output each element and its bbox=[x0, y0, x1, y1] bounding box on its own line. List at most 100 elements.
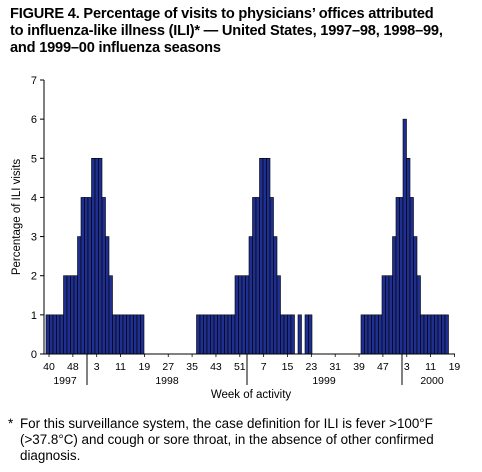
bar bbox=[49, 314, 54, 355]
bar bbox=[105, 236, 110, 355]
bar bbox=[444, 314, 449, 355]
bar bbox=[395, 197, 400, 355]
x-tick-label: 39 bbox=[353, 361, 365, 373]
bar bbox=[360, 314, 365, 355]
bar bbox=[367, 314, 372, 355]
bar bbox=[262, 157, 267, 355]
bar bbox=[283, 314, 288, 355]
bar bbox=[241, 275, 246, 355]
bar bbox=[203, 314, 208, 355]
bar bbox=[308, 314, 313, 355]
bar bbox=[129, 314, 134, 355]
footnote: * For this surveillance system, the case… bbox=[8, 416, 478, 464]
bar bbox=[364, 314, 369, 355]
y-tick-label: 4 bbox=[31, 192, 37, 204]
x-tick-label: 15 bbox=[282, 361, 294, 373]
x-tick-label: 3 bbox=[94, 361, 100, 373]
bar bbox=[269, 197, 274, 355]
x-tick-label: 35 bbox=[186, 361, 198, 373]
bar bbox=[210, 314, 215, 355]
year-label: 1999 bbox=[312, 375, 336, 387]
y-tick-label: 2 bbox=[31, 271, 37, 283]
y-tick-label: 7 bbox=[31, 75, 37, 87]
bar bbox=[381, 275, 386, 355]
bar bbox=[63, 275, 68, 355]
bar bbox=[140, 314, 145, 355]
bar bbox=[259, 157, 264, 355]
bar bbox=[122, 314, 127, 355]
x-tick-label: 27 bbox=[162, 361, 174, 373]
x-tick-label: 11 bbox=[115, 361, 126, 373]
bar bbox=[290, 314, 295, 355]
title-line-1: FIGURE 4. Percentage of visits to physic… bbox=[10, 6, 434, 22]
x-tick-label: 40 bbox=[43, 361, 55, 373]
bar bbox=[248, 236, 253, 355]
bar bbox=[119, 314, 124, 355]
x-tick-label: 48 bbox=[67, 361, 79, 373]
bar bbox=[252, 197, 257, 355]
bar bbox=[126, 314, 131, 355]
bar bbox=[416, 275, 421, 355]
bar bbox=[434, 314, 439, 355]
bar bbox=[423, 314, 428, 355]
bar bbox=[399, 197, 404, 355]
x-tick-label: 19 bbox=[449, 361, 461, 373]
bar bbox=[385, 275, 390, 355]
bar bbox=[255, 197, 260, 355]
bar bbox=[437, 314, 442, 355]
bar bbox=[199, 314, 204, 355]
bar bbox=[413, 236, 418, 355]
bar bbox=[427, 314, 432, 355]
footnote-line-2: (>37.8°C) and cough or sore throat, in t… bbox=[20, 432, 434, 447]
bar bbox=[273, 236, 278, 355]
x-tick-label: 47 bbox=[377, 361, 389, 373]
x-tick-label: 11 bbox=[425, 361, 436, 373]
bar bbox=[206, 314, 211, 355]
bar bbox=[59, 314, 64, 355]
bar bbox=[84, 197, 89, 355]
y-tick-label: 3 bbox=[31, 232, 37, 244]
bar bbox=[297, 314, 302, 355]
bar bbox=[420, 314, 425, 355]
x-tick-label: 51 bbox=[234, 361, 246, 373]
title-line-3: and 1999–00 influenza seasons bbox=[10, 40, 221, 56]
x-axis-label: Week of activity bbox=[211, 389, 292, 401]
chart-title: FIGURE 4. Percentage of visits to physic… bbox=[10, 6, 478, 57]
bars-group bbox=[45, 118, 449, 355]
year-label: 2000 bbox=[420, 375, 444, 387]
bar bbox=[196, 314, 201, 355]
bar bbox=[231, 314, 236, 355]
bar bbox=[70, 275, 75, 355]
x-tick-label: 23 bbox=[306, 361, 318, 373]
bar bbox=[238, 275, 243, 355]
bar bbox=[73, 275, 78, 355]
bar bbox=[402, 118, 407, 355]
y-tick-label: 0 bbox=[31, 349, 37, 361]
bar bbox=[133, 314, 138, 355]
x-tick-label: 19 bbox=[139, 361, 151, 373]
bar bbox=[66, 275, 71, 355]
bar bbox=[94, 157, 99, 355]
year-label: 1997 bbox=[53, 375, 77, 387]
footnote-line-1: For this surveillance system, the case d… bbox=[20, 416, 433, 431]
bar bbox=[112, 314, 117, 355]
y-tick-label: 5 bbox=[31, 153, 37, 165]
x-tick-label: 43 bbox=[210, 361, 222, 373]
bar bbox=[98, 157, 103, 355]
footnote-mark: * bbox=[8, 416, 14, 431]
bar bbox=[136, 314, 141, 355]
bar bbox=[234, 275, 239, 355]
bar bbox=[220, 314, 225, 355]
bar bbox=[77, 236, 82, 355]
bar bbox=[276, 275, 281, 355]
bar bbox=[245, 275, 250, 355]
x-tick-label: 31 bbox=[329, 361, 341, 373]
bar bbox=[115, 314, 120, 355]
bar bbox=[304, 314, 309, 355]
bar bbox=[430, 314, 435, 355]
bar bbox=[388, 275, 393, 355]
bar bbox=[217, 314, 222, 355]
bar bbox=[378, 314, 383, 355]
bar bbox=[371, 314, 376, 355]
